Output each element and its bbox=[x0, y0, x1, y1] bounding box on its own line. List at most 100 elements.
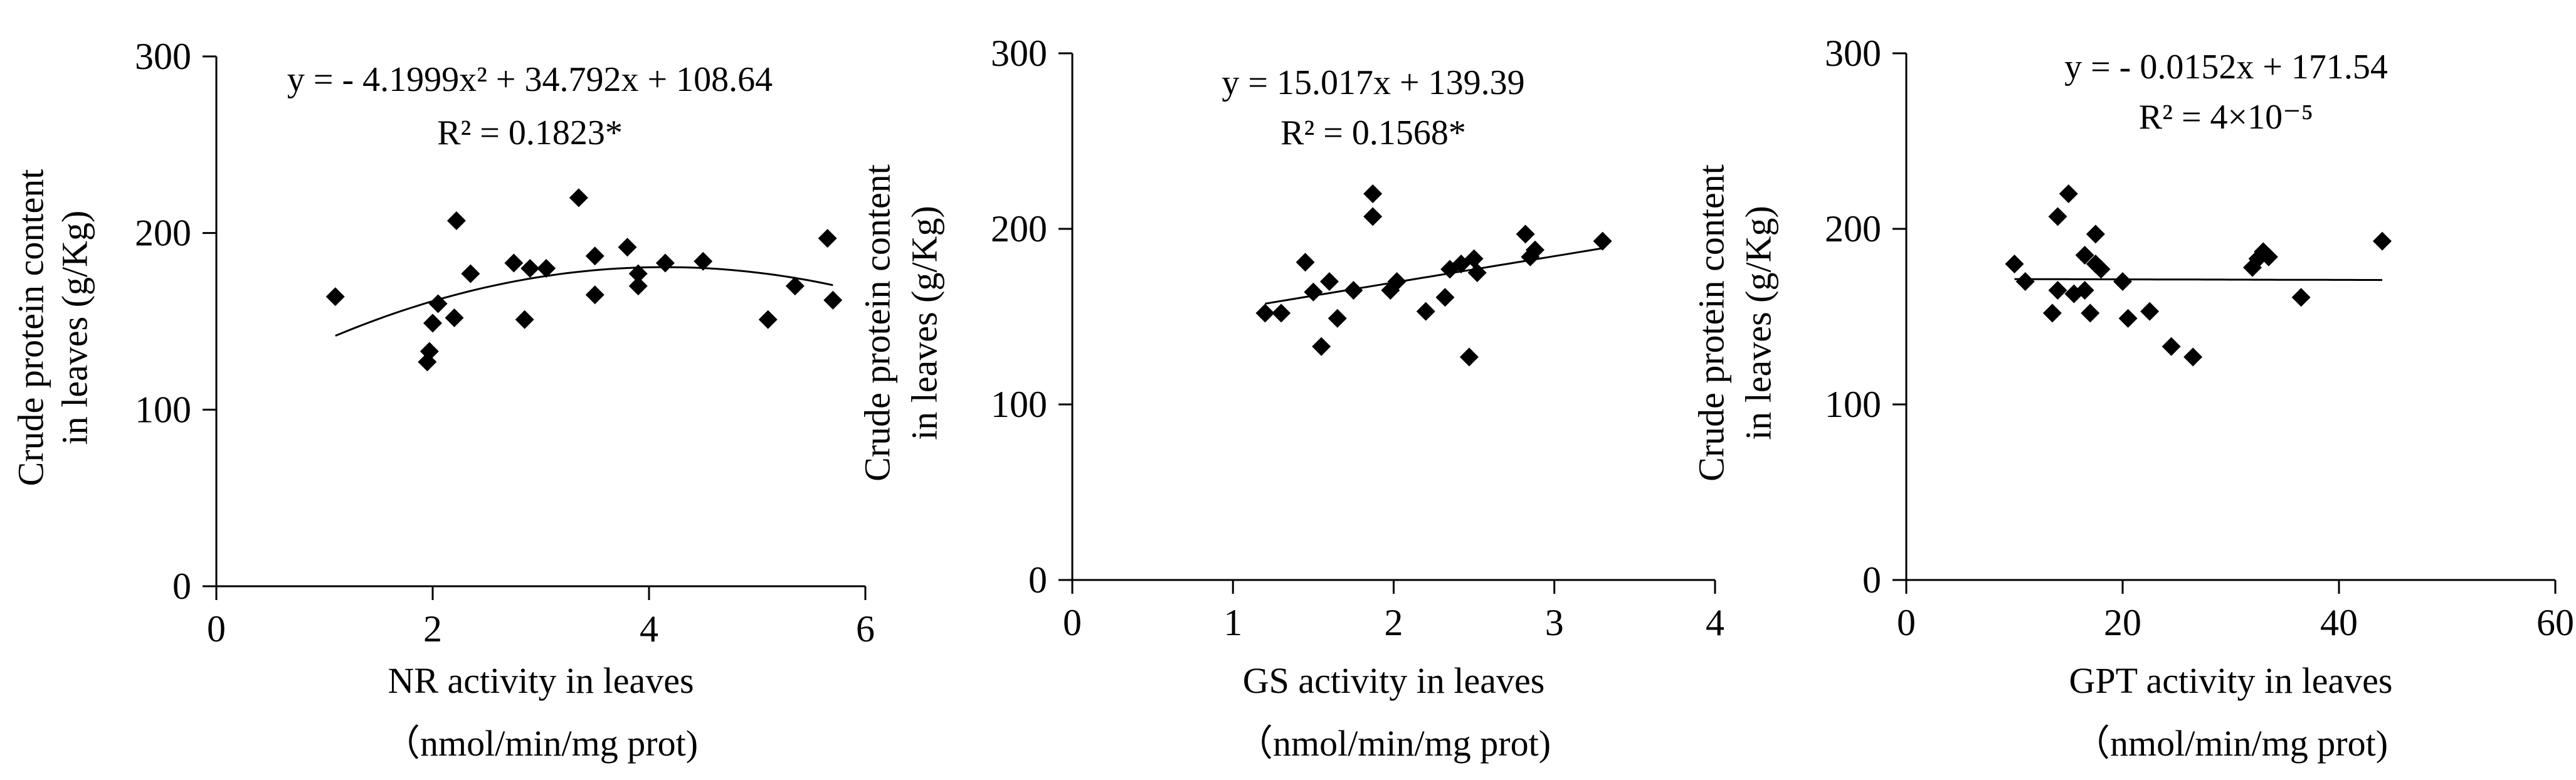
data-point bbox=[1320, 272, 1339, 291]
x-axis-label-line1: NR activity in leaves bbox=[388, 660, 694, 701]
data-point bbox=[1464, 249, 1484, 268]
y-tick-label: 300 bbox=[1825, 33, 1881, 74]
trendline bbox=[2014, 278, 2383, 282]
y-tick-label: 100 bbox=[991, 384, 1047, 425]
x-axis-label-line2: （nmol/min/mg prot) bbox=[1237, 723, 1551, 764]
data-point bbox=[2140, 302, 2160, 321]
data-point bbox=[2118, 308, 2138, 328]
r-squared-label: R² = 0.1823* bbox=[437, 113, 623, 152]
data-point bbox=[1344, 281, 1363, 300]
data-point bbox=[1296, 253, 1315, 272]
data-point bbox=[1516, 224, 1535, 244]
x-axis-label-line2: （nmol/min/mg prot) bbox=[384, 723, 698, 764]
chart-panel-1: 0 100 200 300 0 2 4 6 Crude protein content in le… bbox=[10, 36, 875, 764]
chart-panel-3: 0 100 200 300 0 20 40 60 Crude protein content in… bbox=[1691, 33, 2574, 764]
data-point bbox=[2075, 281, 2094, 300]
y-tick-label: 0 bbox=[1862, 559, 1881, 601]
y-tick-label: 100 bbox=[1825, 384, 1881, 425]
x-axis-label-line1: GPT activity in leaves bbox=[2069, 660, 2393, 701]
x-tick-label: 40 bbox=[2320, 602, 2358, 643]
y-tick-label: 200 bbox=[991, 208, 1047, 250]
regression-equation: y = - 0.0152x + 171.54 bbox=[2064, 48, 2388, 87]
y-axis-label-line1: Crude protein content bbox=[1691, 164, 1731, 482]
data-point bbox=[569, 188, 588, 208]
chart-panel-2: 0 100 200 300 0 1 2 3 4 Crude protein content in l… bbox=[857, 33, 1724, 764]
data-point bbox=[1255, 303, 1275, 323]
data-point bbox=[1328, 308, 1347, 328]
data-point bbox=[1593, 231, 1612, 251]
y-tick-label: 200 bbox=[1825, 208, 1881, 250]
data-point bbox=[1363, 207, 1383, 226]
data-point bbox=[1416, 302, 1435, 321]
data-point bbox=[628, 277, 648, 296]
y-tick-label: 100 bbox=[135, 389, 191, 430]
y-axis-label-line2: in leaves (g/Kg) bbox=[1738, 206, 1778, 440]
x-axis-label-line2: （nmol/min/mg prot) bbox=[2074, 723, 2388, 764]
data-point bbox=[428, 294, 448, 314]
x-tick-label: 2 bbox=[423, 608, 442, 650]
data-point bbox=[2005, 255, 2024, 273]
data-point bbox=[628, 264, 648, 283]
data-point bbox=[325, 287, 345, 307]
data-point bbox=[2048, 281, 2067, 300]
y-axis-label-line2: in leaves (g/Kg) bbox=[54, 211, 95, 445]
data-point bbox=[2183, 347, 2203, 367]
x-tick-label: 3 bbox=[1545, 602, 1564, 643]
x-tick-label: 4 bbox=[640, 608, 658, 650]
x-tick-label: 0 bbox=[1063, 602, 1082, 643]
trendline bbox=[335, 266, 833, 337]
x-tick-label: 60 bbox=[2536, 602, 2574, 643]
data-point bbox=[2015, 272, 2035, 291]
r-squared-label: R² = 4×10⁻⁵ bbox=[2139, 98, 2313, 137]
data-point bbox=[2075, 246, 2094, 265]
data-point bbox=[1467, 263, 1487, 282]
data-point bbox=[1526, 240, 1544, 260]
x-axis-label-line1: GS activity in leaves bbox=[1243, 660, 1545, 701]
data-point bbox=[423, 314, 442, 333]
x-tick-label: 20 bbox=[2104, 602, 2141, 643]
y-tick-label: 200 bbox=[135, 213, 191, 254]
data-point bbox=[461, 264, 480, 283]
data-point bbox=[2042, 303, 2062, 323]
trendline bbox=[1265, 247, 1603, 305]
x-tick-label: 0 bbox=[1897, 602, 1916, 643]
data-point bbox=[2373, 231, 2392, 251]
r-squared-label: R² = 0.1568* bbox=[1280, 113, 1466, 152]
data-point bbox=[2259, 247, 2278, 266]
regression-equation: y = 15.017x + 139.39 bbox=[1222, 63, 1524, 102]
data-point bbox=[2091, 260, 2111, 279]
data-point bbox=[585, 285, 604, 305]
data-point bbox=[618, 238, 637, 257]
x-tick-label: 2 bbox=[1385, 602, 1403, 643]
y-axis-label-line2: in leaves (g/Kg) bbox=[904, 206, 944, 440]
data-point bbox=[504, 253, 524, 273]
data-point bbox=[694, 251, 713, 271]
data-point bbox=[823, 290, 843, 310]
data-point bbox=[515, 310, 534, 329]
data-point bbox=[2048, 207, 2067, 226]
data-point bbox=[585, 246, 604, 266]
data-point bbox=[818, 229, 837, 248]
data-point bbox=[2162, 337, 2181, 356]
data-point bbox=[445, 308, 464, 327]
data-point bbox=[2291, 288, 2311, 307]
data-point bbox=[2059, 184, 2078, 203]
y-tick-label: 300 bbox=[991, 33, 1047, 74]
x-tick-label: 6 bbox=[856, 608, 875, 650]
data-point bbox=[2113, 272, 2132, 291]
y-tick-label: 0 bbox=[1028, 559, 1047, 601]
x-tick-label: 0 bbox=[207, 608, 226, 650]
x-tick-label: 1 bbox=[1223, 602, 1242, 643]
y-tick-label: 300 bbox=[135, 36, 191, 77]
y-tick-label: 0 bbox=[172, 566, 191, 607]
data-point bbox=[1304, 282, 1323, 302]
data-point bbox=[420, 342, 439, 361]
data-point bbox=[1387, 272, 1407, 291]
data-point bbox=[2081, 303, 2100, 323]
data-point bbox=[1459, 347, 1479, 367]
data-point bbox=[2086, 224, 2105, 244]
x-tick-label: 4 bbox=[1706, 602, 1724, 643]
data-point bbox=[1312, 337, 1331, 356]
data-point bbox=[1363, 184, 1383, 203]
data-point bbox=[785, 277, 805, 296]
